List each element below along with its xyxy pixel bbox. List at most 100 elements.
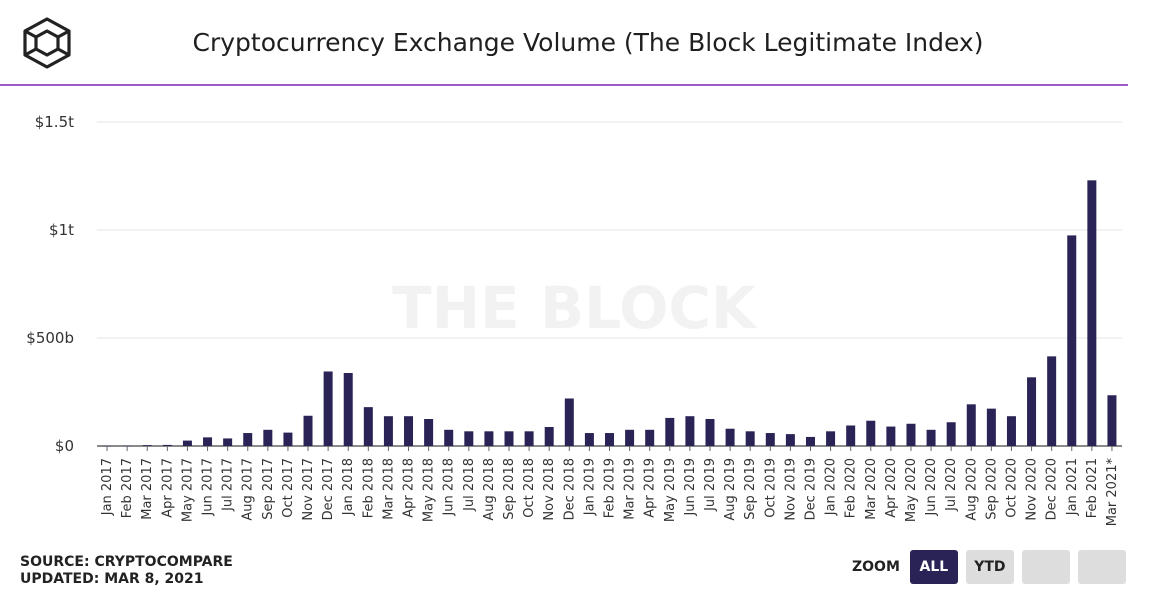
zoom-ytd-button[interactable]: YTD	[965, 550, 1014, 584]
x-tick-label: Jul 2018	[462, 458, 477, 512]
bar[interactable]	[826, 431, 836, 446]
bar[interactable]	[1047, 356, 1057, 446]
x-tick-label: Dec 2018	[562, 458, 577, 520]
bar-chart: THE BLOCK $0 $500b $1t $1.5t Jan 2017 Feb 20…	[26, 113, 1122, 527]
y-tick-label: $500b	[26, 329, 74, 347]
zoom-label: ZOOM	[852, 559, 900, 575]
x-tick-label: Aug 2017	[241, 458, 256, 521]
zoom-button-4[interactable]	[1077, 550, 1126, 584]
bar[interactable]	[584, 433, 594, 446]
bar[interactable]	[665, 417, 675, 446]
x-tick-label: Feb 2018	[361, 458, 376, 518]
x-tick-label: May 2020	[904, 458, 919, 522]
bar[interactable]	[866, 420, 876, 446]
bar[interactable]	[625, 429, 635, 446]
bar[interactable]	[182, 440, 192, 446]
bar[interactable]	[765, 433, 775, 446]
x-tick-label: Nov 2020	[1025, 458, 1040, 521]
x-tick-label: Dec 2017	[321, 458, 336, 520]
x-tick-label: Mar 2018	[381, 458, 396, 520]
bar[interactable]	[363, 407, 373, 446]
x-tick-label: Feb 2020	[844, 458, 859, 518]
chart-header: Cryptocurrency Exchange Volume (The Bloc…	[0, 0, 1150, 86]
bar[interactable]	[645, 429, 655, 446]
x-tick-label: Apr 2017	[160, 458, 175, 518]
bar[interactable]	[524, 431, 534, 446]
bar[interactable]	[785, 434, 795, 446]
bar[interactable]	[886, 426, 896, 446]
bar[interactable]	[605, 433, 614, 446]
x-tick-label: Nov 2018	[542, 458, 557, 521]
x-tick-label: Nov 2017	[301, 458, 316, 521]
x-tick-label: Oct 2019	[763, 458, 778, 518]
bar[interactable]	[926, 429, 936, 446]
y-tick-label: $1t	[49, 221, 74, 239]
x-tick-label: Mar 2020	[864, 458, 879, 520]
zoom-button-3[interactable]	[1021, 550, 1070, 584]
bar[interactable]	[1087, 180, 1097, 446]
bar[interactable]	[383, 416, 393, 446]
x-tick-label: May 2018	[422, 458, 437, 522]
bar[interactable]	[424, 419, 434, 446]
bar[interactable]	[846, 425, 856, 446]
bar[interactable]	[906, 423, 916, 446]
watermark: THE BLOCK	[392, 274, 758, 342]
bar[interactable]	[564, 398, 574, 446]
bar[interactable]	[1027, 377, 1037, 446]
y-tick-label: $0	[55, 437, 74, 455]
x-tick-label: Oct 2017	[281, 458, 296, 518]
bar[interactable]	[946, 422, 956, 446]
bar[interactable]	[745, 431, 755, 446]
bar[interactable]	[725, 428, 735, 446]
bar[interactable]	[464, 431, 474, 446]
x-tick-label: Apr 2020	[884, 458, 899, 518]
bar[interactable]	[1067, 235, 1077, 446]
x-tick-label: May 2019	[663, 458, 678, 522]
x-tick-label: Apr 2018	[402, 458, 417, 518]
x-tick-label: Jul 2017	[221, 458, 236, 512]
x-tick-label: Jan 2019	[582, 458, 597, 516]
x-tick-label: Jul 2019	[703, 458, 718, 512]
x-tick-label: Jun 2018	[442, 458, 457, 517]
x-tick-label: Jun 2017	[201, 458, 216, 517]
bar[interactable]	[283, 432, 293, 446]
x-tick-label: Mar 2017	[140, 458, 155, 520]
bar[interactable]	[122, 445, 132, 447]
bar[interactable]	[263, 429, 273, 446]
bar[interactable]	[685, 416, 695, 446]
bar[interactable]	[705, 419, 715, 446]
y-tick-label: $1.5t	[35, 113, 74, 131]
x-tick-label: Jan 2020	[824, 458, 839, 516]
bar[interactable]	[484, 431, 494, 446]
zoom-controls: ZOOM ALL YTD	[852, 550, 1134, 584]
bar[interactable]	[303, 415, 313, 446]
bar[interactable]	[203, 437, 213, 446]
bar[interactable]	[504, 431, 514, 446]
x-tick-label: May 2017	[180, 458, 195, 522]
x-tick-label: Feb 2017	[120, 458, 135, 518]
the-block-cube-logo-icon	[20, 16, 74, 70]
bar[interactable]	[1006, 416, 1016, 446]
bar[interactable]	[986, 408, 996, 446]
bar[interactable]	[162, 444, 172, 446]
bar[interactable]	[404, 416, 414, 446]
bar[interactable]	[243, 433, 253, 446]
x-tick-label: Mar 2021*	[1105, 458, 1120, 527]
bar[interactable]	[966, 404, 976, 446]
header-divider	[0, 84, 1128, 86]
bar[interactable]	[805, 436, 815, 446]
bar[interactable]	[444, 429, 454, 446]
bar[interactable]	[1107, 395, 1117, 446]
bar[interactable]	[323, 371, 333, 446]
chart-title: Cryptocurrency Exchange Volume (The Bloc…	[192, 28, 984, 57]
bar[interactable]	[142, 445, 152, 446]
x-tick-label: Aug 2019	[723, 458, 738, 521]
x-tick-label: Oct 2020	[1004, 458, 1019, 518]
x-tick-label: Oct 2018	[522, 458, 537, 518]
x-tick-label: Jul 2020	[944, 458, 959, 512]
zoom-all-button[interactable]: ALL	[909, 550, 958, 584]
bar[interactable]	[223, 438, 233, 446]
bar[interactable]	[343, 372, 353, 446]
bar[interactable]	[544, 426, 554, 446]
footer-source: SOURCE: CRYPTOCOMPARE UPDATED: MAR 8, 20…	[20, 554, 233, 588]
